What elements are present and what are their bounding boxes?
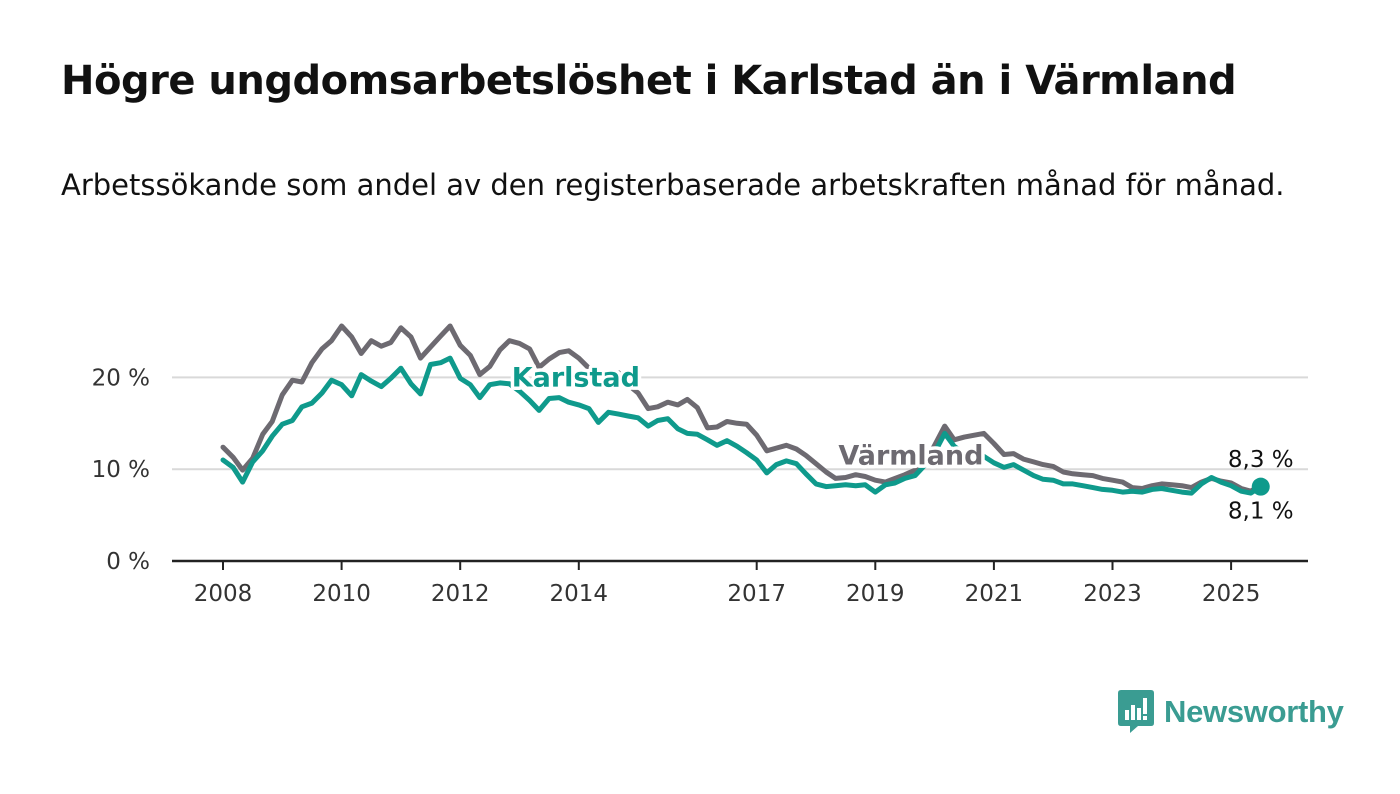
x-tick-label: 2021 xyxy=(965,581,1024,607)
y-tick-label: 0 % xyxy=(106,549,150,575)
chart-title: Högre ungdomsarbetslöshet i Karlstad än … xyxy=(61,58,1237,104)
series-lines xyxy=(220,323,1264,496)
x-tick-label: 2008 xyxy=(194,581,253,607)
x-tick-label: 2023 xyxy=(1083,581,1142,607)
line-chart: 0 % 10 % 20 % 2008 2010 2012 2014 2017 2019 2021… xyxy=(92,323,1308,607)
series-label-vrmland: Värmland xyxy=(838,441,983,472)
brand-name: Newsworthy xyxy=(1164,694,1344,729)
end-point-karlstad xyxy=(1251,477,1270,496)
x-axis-ticks: 2008 2010 2012 2014 2017 2019 2021 2023 2025 xyxy=(194,561,1261,607)
series-labels: Karlstad Värmland xyxy=(508,359,987,475)
x-tick-label: 2014 xyxy=(550,581,609,607)
x-tick-label: 2010 xyxy=(312,581,371,607)
y-tick-label: 20 % xyxy=(92,365,150,391)
y-axis-ticks: 0 % 10 % 20 % xyxy=(92,365,150,575)
series-line-karlstad xyxy=(220,355,1264,496)
x-tick-label: 2017 xyxy=(727,581,786,607)
x-tick-label: 2012 xyxy=(431,581,490,607)
y-tick-label: 10 % xyxy=(92,457,150,483)
end-label-vrmland: 8,3 % xyxy=(1228,447,1294,473)
end-markers: 8,3 % 8,1 % xyxy=(1228,447,1294,525)
series-label-karlstad: Karlstad xyxy=(512,363,640,394)
newsworthy-logo-icon xyxy=(1118,690,1154,733)
end-label-karlstad: 8,1 % xyxy=(1228,499,1294,525)
x-tick-label: 2025 xyxy=(1202,581,1261,607)
chart-subtitle: Arbetssökande som andel av den registerb… xyxy=(61,168,1285,202)
x-tick-label: 2019 xyxy=(846,581,905,607)
series-line-vrmland xyxy=(220,323,1264,494)
newsworthy-logo: Newsworthy xyxy=(1118,690,1344,734)
